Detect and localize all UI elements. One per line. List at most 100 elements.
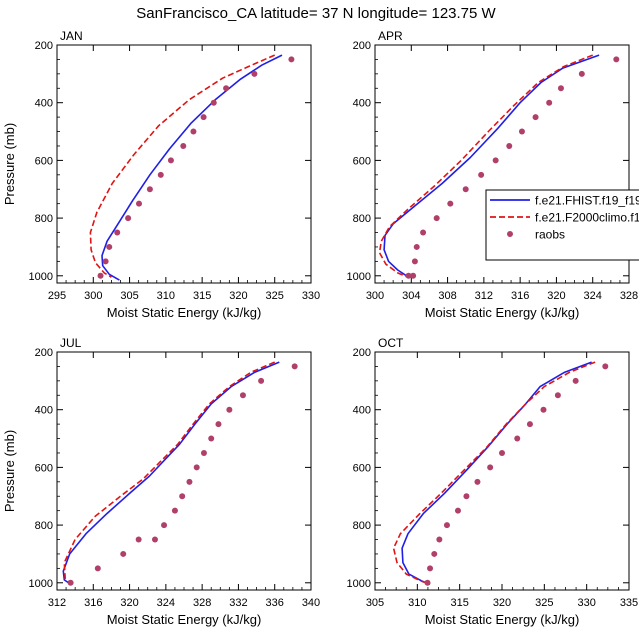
- apr-ytick-label: 400: [353, 98, 371, 110]
- jan-xtick-label: 305: [120, 290, 138, 302]
- jul-panel-title: JUL: [60, 336, 82, 350]
- panel-jul: JUL 312 316 320 324 328 332 336 340 200 400 600 800 1…: [2, 336, 320, 627]
- jul-series-line-f2000climo: [63, 361, 276, 585]
- jul-xtick-label: 328: [193, 597, 211, 609]
- jul-plot-frame: [56, 351, 312, 591]
- oct-raobs-point: [602, 363, 609, 370]
- jan-raobs-point: [106, 243, 113, 250]
- apr-ytick-label: 200: [353, 40, 371, 52]
- oct-raobs-point: [526, 421, 533, 428]
- jul-xtick-label: 324: [157, 597, 175, 609]
- apr-raobs-point: [518, 128, 525, 135]
- legend-marker-raobs: [507, 231, 513, 237]
- apr-raobs-point: [411, 258, 418, 265]
- jan-raobs-point: [251, 70, 258, 77]
- jul-xtick-label: 320: [120, 597, 138, 609]
- jan-raobs-point: [125, 215, 132, 222]
- jul-raobs-point: [239, 392, 246, 399]
- oct-raobs-point: [427, 565, 434, 572]
- jul-raobs-point: [226, 406, 233, 413]
- apr-xtick-label: 312: [475, 290, 493, 302]
- apr-xtick-label: 304: [402, 290, 420, 302]
- oct-plot-frame: [374, 351, 630, 591]
- apr-xtick-label: 324: [584, 290, 602, 302]
- legend-box: [485, 189, 639, 261]
- jul-raobs-point: [186, 478, 193, 485]
- oct-xtick-label: 310: [408, 597, 426, 609]
- oct-panel-title: OCT: [378, 336, 404, 350]
- oct-raobs-point: [436, 536, 443, 543]
- apr-panel-title: APR: [378, 29, 403, 43]
- oct-ytick-label: 1000: [347, 578, 371, 590]
- jul-raobs-point: [258, 377, 265, 384]
- oct-raobs-point: [487, 464, 494, 471]
- jan-raobs-point: [157, 171, 164, 178]
- apr-series-line-fhist: [383, 54, 600, 278]
- jan-raobs-point: [114, 229, 121, 236]
- jan-raobs-point: [102, 258, 109, 265]
- jan-xtick-label: 330: [302, 290, 320, 302]
- jan-raobs-point: [288, 56, 295, 63]
- oct-raobs-point: [572, 377, 579, 384]
- jan-x-axis-label: Moist Static Energy (kJ/kg): [107, 305, 262, 320]
- jul-xtick-label: 336: [266, 597, 284, 609]
- oct-ytick-label: 600: [353, 462, 371, 474]
- oct-ytick-label: 400: [353, 405, 371, 417]
- apr-series-line-f2000climo: [378, 54, 593, 278]
- jul-ytick-label: 200: [35, 347, 53, 359]
- legend-label-raobs: raobs: [535, 228, 565, 242]
- oct-xtick-label: 315: [450, 597, 468, 609]
- jul-raobs-point: [135, 536, 142, 543]
- oct-x-axis-label: Moist Static Energy (kJ/kg): [425, 612, 580, 627]
- jan-xtick-label: 325: [266, 290, 284, 302]
- jul-x-axis-label: Moist Static Energy (kJ/kg): [107, 612, 262, 627]
- oct-raobs-point: [499, 449, 505, 456]
- apr-xtick-label: 316: [511, 290, 529, 302]
- jul-raobs-point: [120, 550, 127, 557]
- panel-jan: JAN 295 300 305 310 315 320 325 330 200 400 600 800 1…: [2, 29, 320, 320]
- jul-raobs-point: [94, 565, 101, 572]
- oct-xtick-label: 330: [577, 597, 595, 609]
- apr-raobs-point: [420, 229, 427, 236]
- jan-raobs-point: [146, 186, 153, 193]
- jul-xtick-label: 340: [302, 597, 320, 609]
- jan-xtick-label: 300: [84, 290, 102, 302]
- oct-raobs-point: [424, 579, 431, 586]
- apr-x-axis-label: Moist Static Energy (kJ/kg): [425, 305, 580, 320]
- panel-apr: APR 300 304 308 312 316 320 324 328 200 400 600 800 1…: [347, 29, 639, 320]
- jan-ytick-label: 800: [35, 213, 53, 225]
- jan-ytick-label: 200: [35, 40, 53, 52]
- oct-xtick-label: 325: [535, 597, 553, 609]
- oct-raobs-point: [540, 406, 547, 413]
- apr-raobs-point: [433, 215, 440, 222]
- jul-raobs-point: [161, 522, 168, 529]
- oct-raobs-point: [514, 435, 521, 442]
- jan-raobs-point: [136, 200, 143, 207]
- jul-raobs-point: [179, 493, 186, 500]
- apr-ytick-label: 600: [353, 155, 371, 167]
- oct-xtick-label: 320: [493, 597, 511, 609]
- oct-raobs-point: [431, 550, 438, 557]
- apr-raobs-point: [557, 85, 564, 92]
- jan-ytick-label: 600: [35, 155, 53, 167]
- jul-raobs-point: [193, 464, 200, 471]
- jan-ytick-label: 400: [35, 98, 53, 110]
- jul-raobs-point: [67, 579, 74, 586]
- jan-raobs-point: [200, 114, 207, 121]
- apr-xtick-label: 308: [438, 290, 456, 302]
- jul-raobs-point: [215, 421, 222, 428]
- apr-xtick-label: 320: [547, 290, 565, 302]
- jan-plot-frame: [56, 44, 312, 284]
- jan-raobs-point: [180, 142, 187, 149]
- oct-xtick-label: 335: [620, 597, 638, 609]
- jan-xtick-label: 315: [193, 290, 211, 302]
- oct-ytick-label: 200: [353, 347, 371, 359]
- apr-raobs-point: [410, 272, 417, 279]
- jan-panel-title: JAN: [60, 29, 83, 43]
- apr-raobs-point: [478, 171, 485, 178]
- oct-raobs-point: [474, 478, 481, 485]
- apr-raobs-point: [546, 99, 553, 106]
- oct-xtick-label: 305: [366, 597, 384, 609]
- oct-raobs-point: [443, 522, 450, 529]
